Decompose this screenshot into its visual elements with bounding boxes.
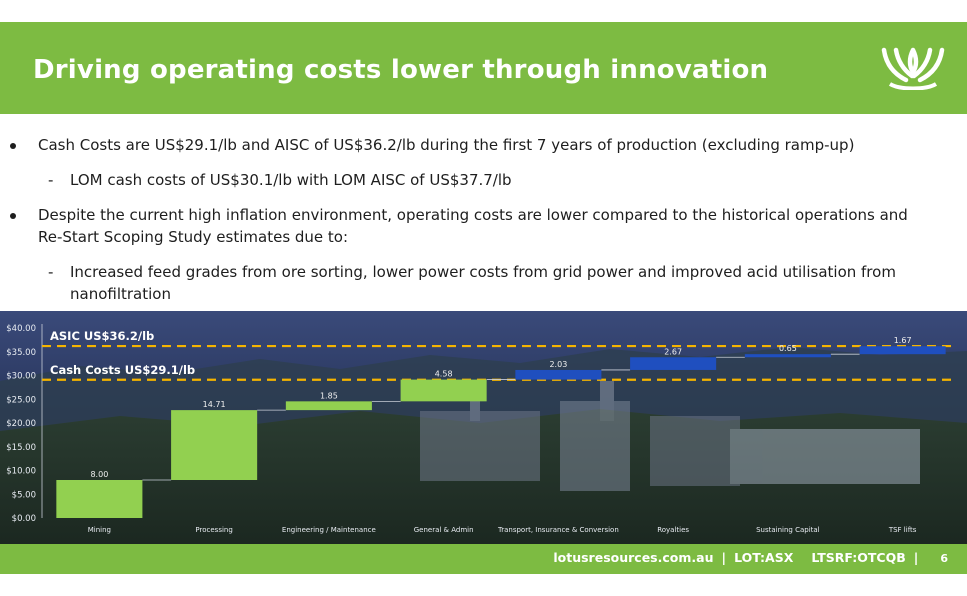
bar [171, 410, 258, 480]
bullet-cash-costs: Cash Costs are US$29.1/lb and AISC of US… [38, 136, 855, 154]
bottom-margin [0, 574, 967, 596]
y-tick-label: $15.00 [6, 443, 36, 453]
bullet-dot [10, 143, 16, 149]
footer-bar [0, 544, 967, 574]
y-tick-label: $20.00 [6, 419, 36, 429]
sub-bullet-dash: - [48, 263, 54, 281]
y-axis: $0.00 $5.00 $10.00 $15.00 $20.00 $25.00 $30.00… [6, 324, 43, 524]
x-tick-label: Processing [195, 526, 232, 534]
sub-bullet-dash: - [48, 171, 54, 189]
bar [744, 354, 831, 358]
x-tick-label: Engineering / Maintenance [282, 526, 376, 534]
y-tick-label: $40.00 [6, 324, 36, 334]
bar-value-label: 8.00 [90, 470, 108, 479]
x-tick-label: Royalties [657, 526, 689, 534]
page-number: 6 [940, 552, 948, 565]
footer-separator: | [913, 550, 919, 565]
title-bar [0, 22, 967, 114]
reference-line-label: Cash Costs US$29.1/lb [50, 363, 195, 377]
bar-value-label: 2.03 [549, 360, 567, 369]
x-tick-label: Mining [88, 526, 111, 534]
bar-value-label: 1.85 [320, 391, 338, 400]
bar [56, 480, 143, 518]
reference-line-label: ASIC US$36.2/lb [50, 329, 154, 343]
bar [859, 346, 946, 355]
footer-website-link[interactable]: lotusresources.com.au [553, 550, 714, 565]
bar [285, 401, 372, 411]
x-tick-label: Transport, Insurance & Conversion [497, 526, 619, 534]
bar-value-label: 14.71 [203, 400, 226, 409]
bar-value-label: 1.67 [894, 336, 912, 345]
bar-value-label: 0.65 [779, 344, 797, 353]
sub-bullet-feed-grades-line2: nanofiltration [70, 285, 171, 303]
x-tick-label: General & Admin [414, 526, 474, 534]
bars: 8.00 14.71 1.85 4.58 2.03 2.67 0.65 1.67 [56, 336, 946, 518]
y-tick-label: $25.00 [6, 395, 36, 405]
reference-lines: ASIC US$36.2/lb Cash Costs US$29.1/lb [42, 329, 954, 381]
footer-separator: | [721, 550, 727, 565]
bar [400, 379, 487, 402]
footer-ticker-asx: LOT:ASX [734, 550, 794, 565]
y-tick-label: $0.00 [12, 514, 36, 524]
y-tick-label: $5.00 [12, 490, 36, 500]
top-margin [0, 0, 967, 22]
bar-value-label: 4.58 [435, 370, 453, 379]
x-tick-label: TSF lifts [888, 526, 917, 534]
bar [515, 369, 602, 380]
bar-value-label: 2.67 [664, 347, 682, 356]
chart-svg: $0.00 $5.00 $10.00 $15.00 $20.00 $25.00 $30.00… [0, 311, 967, 544]
y-tick-label: $10.00 [6, 467, 36, 477]
lotus-logo-icon [881, 47, 945, 90]
bar [630, 357, 717, 370]
x-tick-label: Sustaining Capital [756, 526, 820, 534]
bullet-inflation-line2: Re-Start Scoping Study estimates due to: [38, 228, 349, 246]
slide-title: Driving operating costs lower through in… [33, 55, 769, 85]
bullet-dot [10, 213, 16, 219]
waterfall-chart: $0.00 $5.00 $10.00 $15.00 $20.00 $25.00 $30.00… [0, 311, 967, 544]
footer: lotusresources.com.au | LOT:ASX LTSRF:OTCQB… [553, 550, 948, 565]
bullet-inflation-line1: Despite the current high inflation envir… [38, 206, 908, 224]
x-axis: Mining Processing Engineering / Maintenanc… [88, 526, 917, 534]
footer-ticker-otcqb: LTSRF:OTCQB [811, 550, 906, 565]
sub-bullet-feed-grades-line1: Increased feed grades from ore sorting, … [70, 263, 896, 281]
y-tick-label: $30.00 [6, 372, 36, 382]
y-tick-label: $35.00 [6, 348, 36, 358]
sub-bullet-lom-costs: LOM cash costs of US$30.1/lb with LOM AI… [70, 171, 512, 189]
background-plant [420, 381, 920, 491]
